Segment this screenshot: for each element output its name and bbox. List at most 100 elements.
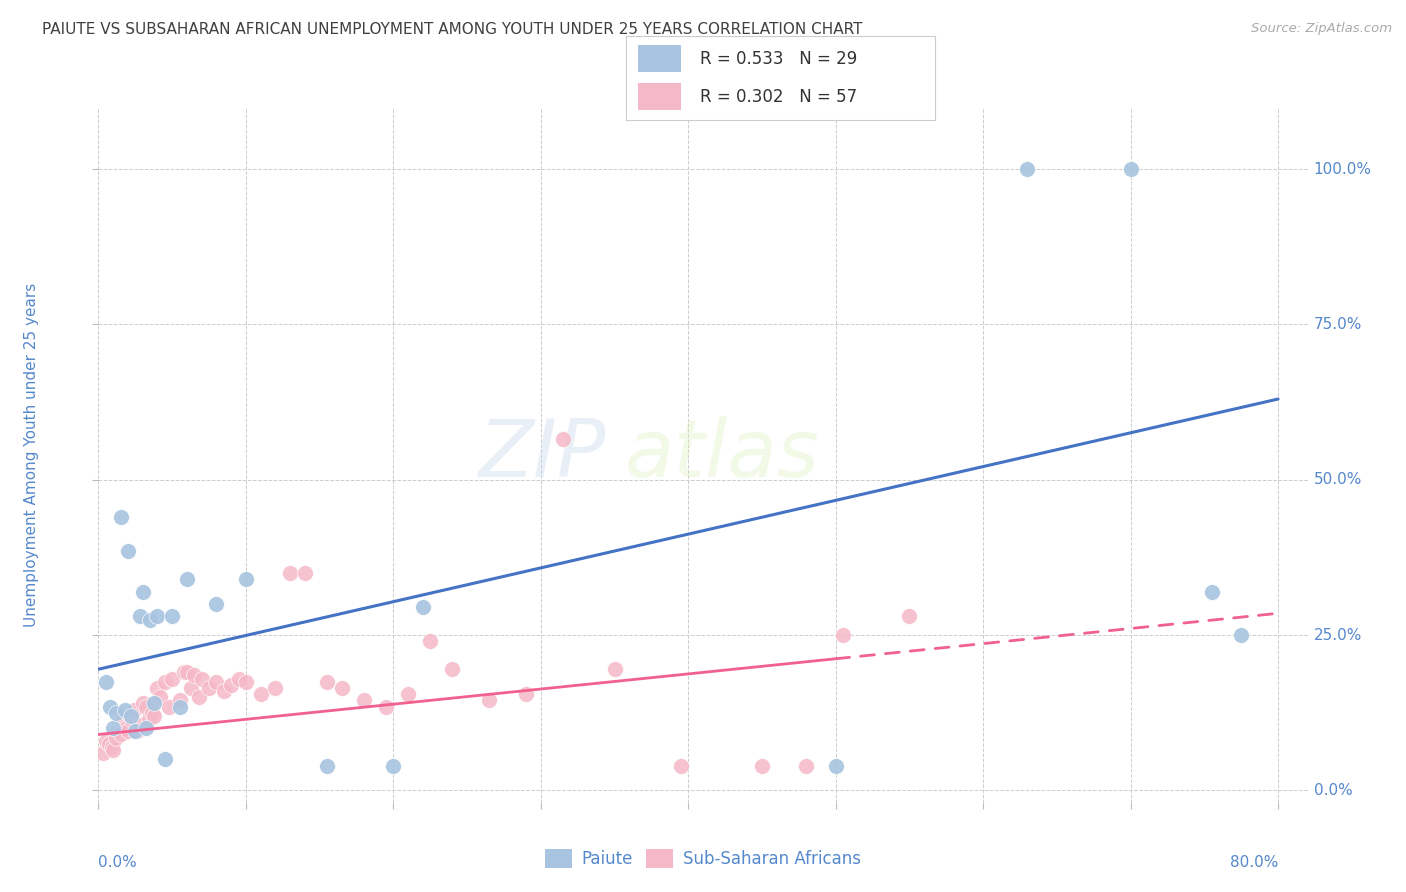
Text: ZIP: ZIP [479, 416, 606, 494]
Point [219, 678, 242, 692]
Point [205, 597, 228, 611]
Point [160, 672, 183, 686]
Text: R = 0.533   N = 29: R = 0.533 N = 29 [700, 50, 858, 68]
Point [669, 758, 692, 772]
Point [1017, 162, 1039, 177]
Point [120, 708, 142, 723]
Point [1230, 628, 1253, 642]
Point [101, 721, 124, 735]
Legend: Paiute, Sub-Saharan Africans: Paiute, Sub-Saharan Africans [538, 842, 868, 874]
Point [117, 724, 139, 739]
Point [396, 687, 419, 701]
Point [1201, 584, 1223, 599]
Point [419, 634, 441, 648]
Point [157, 699, 180, 714]
Text: PAIUTE VS SUBSAHARAN AFRICAN UNEMPLOYMENT AMONG YOUTH UNDER 25 YEARS CORRELATION: PAIUTE VS SUBSAHARAN AFRICAN UNEMPLOYMEN… [42, 22, 863, 37]
Text: 25.0%: 25.0% [1313, 628, 1362, 642]
Text: atlas: atlas [624, 416, 820, 494]
Point [898, 609, 921, 624]
Bar [638, 83, 682, 111]
Point [751, 758, 773, 772]
Point [160, 609, 183, 624]
Point [114, 703, 136, 717]
Point [94, 674, 117, 689]
Point [153, 752, 176, 766]
Point [125, 724, 148, 739]
Point [143, 697, 166, 711]
Point [316, 758, 339, 772]
Point [316, 674, 339, 689]
Point [824, 758, 846, 772]
Point [146, 609, 169, 624]
Point [212, 684, 235, 698]
Point [235, 674, 257, 689]
Point [98, 699, 121, 714]
Point [105, 731, 128, 745]
Point [141, 706, 163, 720]
Point [100, 739, 122, 754]
Point [183, 668, 205, 682]
Text: Unemployment Among Youth under 25 years: Unemployment Among Youth under 25 years [24, 283, 39, 627]
Point [1119, 162, 1142, 177]
Point [97, 737, 120, 751]
Point [176, 665, 198, 680]
Point [91, 746, 114, 760]
Point [515, 687, 537, 701]
Text: 50.0%: 50.0% [1313, 472, 1362, 487]
Point [117, 544, 139, 558]
Point [235, 572, 257, 586]
Point [94, 733, 117, 747]
Text: 0.0%: 0.0% [98, 855, 138, 870]
Point [120, 712, 142, 726]
Point [264, 681, 287, 695]
Point [478, 693, 501, 707]
Point [228, 672, 250, 686]
Point [294, 566, 316, 580]
Point [198, 681, 221, 695]
Point [143, 708, 166, 723]
Bar [638, 45, 682, 72]
Point [110, 510, 132, 524]
Point [122, 703, 145, 717]
Point [176, 572, 198, 586]
Point [180, 681, 202, 695]
Point [173, 665, 195, 680]
Point [139, 613, 162, 627]
Text: 0.0%: 0.0% [1313, 783, 1353, 797]
Point [135, 699, 157, 714]
Point [112, 708, 135, 723]
Point [128, 718, 150, 732]
Text: 100.0%: 100.0% [1313, 161, 1372, 177]
Point [205, 674, 228, 689]
Point [135, 721, 157, 735]
Point [153, 674, 176, 689]
Point [330, 681, 353, 695]
Point [131, 697, 153, 711]
Point [353, 693, 375, 707]
Point [551, 433, 574, 447]
Point [105, 706, 128, 720]
Point [412, 600, 434, 615]
Point [131, 584, 153, 599]
Point [187, 690, 209, 705]
Point [138, 712, 160, 726]
Point [124, 724, 146, 739]
Point [149, 690, 172, 705]
Point [603, 662, 626, 676]
Point [375, 699, 398, 714]
Point [169, 693, 191, 707]
Point [832, 628, 855, 642]
Point [110, 727, 132, 741]
Text: 75.0%: 75.0% [1313, 317, 1362, 332]
Text: R = 0.302   N = 57: R = 0.302 N = 57 [700, 87, 858, 105]
Point [249, 687, 271, 701]
Point [146, 681, 169, 695]
Point [278, 566, 301, 580]
Point [101, 743, 124, 757]
Text: Source: ZipAtlas.com: Source: ZipAtlas.com [1251, 22, 1392, 36]
Point [441, 662, 464, 676]
Point [169, 699, 191, 714]
Point [190, 672, 212, 686]
Point [382, 758, 405, 772]
Point [794, 758, 817, 772]
